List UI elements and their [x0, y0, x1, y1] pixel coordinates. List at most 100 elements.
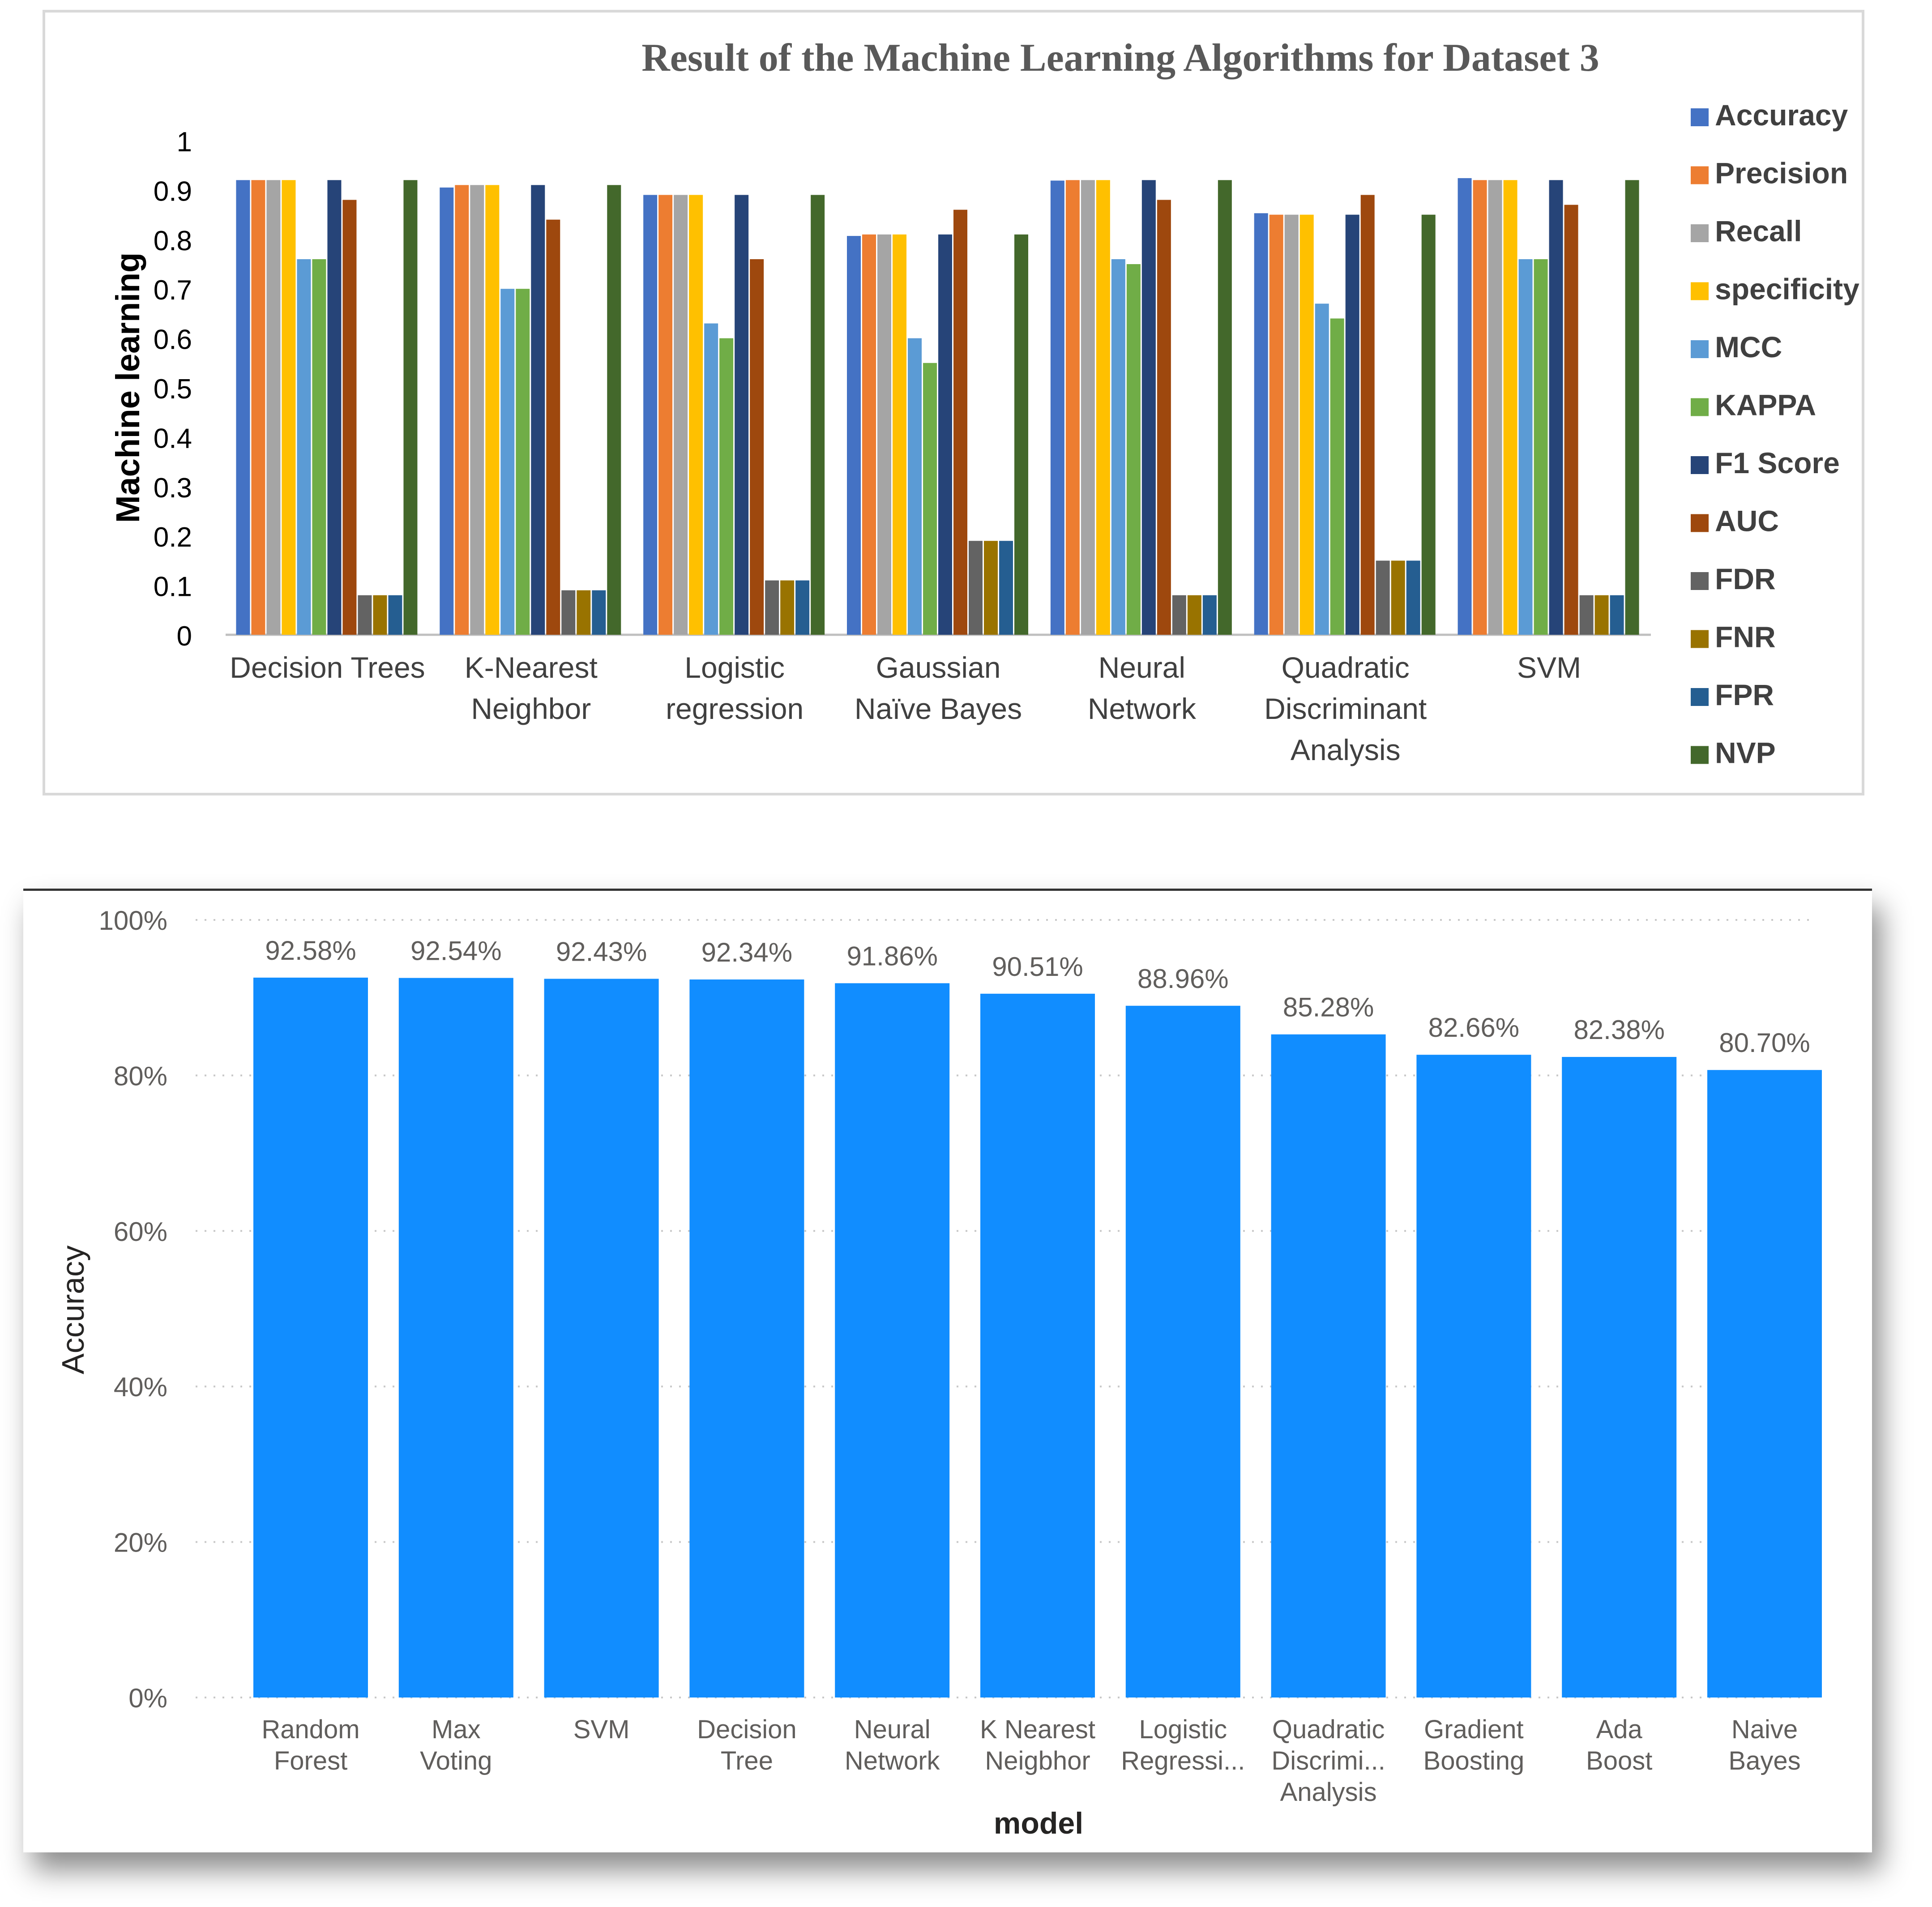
chart1-bar: [607, 185, 621, 635]
chart1-bar: [1594, 595, 1609, 635]
chart1-bar: [500, 289, 515, 635]
chart1-legend-swatch: [1691, 108, 1709, 126]
chart1-x-tick-label: regression: [666, 692, 804, 725]
chart1-bar: [485, 185, 500, 635]
chart1-legend-swatch: [1691, 514, 1709, 532]
chart1-bar: [719, 338, 734, 635]
chart1-bar: [1330, 318, 1344, 635]
chart1-bar: [811, 195, 825, 635]
chart1-bar: [1096, 180, 1110, 635]
chart1-bar: [1625, 180, 1639, 635]
chart2-bar: [689, 979, 804, 1697]
chart1-y-axis-label: Machine learning: [109, 252, 146, 523]
chart1-y-tick-label: 0.5: [154, 374, 192, 405]
chart1-bar: [1345, 214, 1359, 635]
chart1-y-tick-label: 0.3: [154, 473, 192, 504]
chart1-bar: [592, 590, 606, 635]
chart1-bar: [1376, 560, 1390, 635]
chart1-legend-swatch: [1691, 224, 1709, 242]
chart1-bar: [1065, 180, 1080, 635]
chart1-legend-label: MCC: [1715, 330, 1782, 363]
chart1-bar: [388, 595, 402, 635]
chart1-bar: [847, 236, 861, 635]
chart2-bar: [1271, 1034, 1386, 1697]
chart1-bar: [516, 289, 530, 635]
chart2-y-tick-label: 100%: [99, 906, 167, 936]
chart1-y-tick-label: 0: [177, 621, 192, 652]
chart1-bar: [658, 195, 673, 635]
chart1-bar: [251, 180, 265, 635]
chart1-bar: [1534, 259, 1548, 635]
chart1-bar: [780, 580, 795, 635]
chart1-x-tick-label: Decision Trees: [230, 651, 425, 684]
chart2-x-tick-label: Neural: [854, 1715, 931, 1744]
chart2-x-tick-label: Neigbhor: [985, 1746, 1090, 1775]
chart1-x-tick-label: Naïve Bayes: [855, 692, 1022, 725]
chart1-bar: [1081, 180, 1095, 635]
chart2-data-label: 92.54%: [410, 936, 502, 966]
chart2-x-tick-label: Logistic: [1139, 1715, 1227, 1744]
chart1-x-tick-label: K-Nearest: [465, 651, 598, 684]
chart1-x-tick-label: Discriminant: [1264, 692, 1427, 725]
chart1-bar: [999, 541, 1013, 635]
chart1-legend-label: NVP: [1715, 736, 1776, 770]
chart1-legend-swatch: [1691, 456, 1709, 474]
chart1-legend-label: specificity: [1715, 273, 1859, 306]
chart2-y-tick-label: 0%: [128, 1683, 167, 1713]
chart1-bar: [1254, 213, 1268, 635]
chart1-bar: [1157, 200, 1171, 635]
chart2-data-label: 82.38%: [1573, 1015, 1665, 1045]
chart1-bar: [1050, 180, 1064, 635]
chart1-bar: [1299, 214, 1314, 635]
chart1-x-tick-label: Analysis: [1291, 733, 1401, 766]
chart2-data-label: 92.58%: [265, 936, 356, 966]
chart2-bar: [1125, 1005, 1240, 1697]
chart2-bar: [835, 983, 950, 1697]
chart2-bar: [1416, 1055, 1531, 1697]
chart1-bar: [1458, 178, 1472, 635]
chart1-bar: [1488, 180, 1502, 635]
chart1-bar: [1111, 259, 1125, 635]
chart1-bar: [862, 234, 876, 635]
chart1-bar: [342, 200, 357, 635]
chart1-x-tick-label: Gaussian: [876, 651, 1001, 684]
chart1-x-tick-label: Quadratic: [1282, 651, 1410, 684]
chart2-x-tick-label: Boost: [1586, 1746, 1652, 1775]
chart1-bar: [1549, 180, 1563, 635]
chart1-legend-label: Precision: [1715, 157, 1848, 190]
chart1-bar: [735, 195, 749, 635]
chart1-legend-swatch: [1691, 398, 1709, 416]
chart1-bar: [795, 580, 810, 635]
chart1-y-tick-label: 0.8: [154, 226, 192, 257]
chart1-bar: [297, 259, 311, 635]
chart1-bar: [1564, 205, 1578, 635]
chart1-bar: [969, 541, 983, 635]
chart1-bar: [704, 323, 718, 635]
chart1-bar: [561, 590, 576, 635]
chart2-x-tick-label: Quadratic: [1272, 1715, 1385, 1744]
chart1-x-tick-label: Logistic: [684, 651, 785, 684]
chart1-bar: [938, 234, 952, 635]
chart1-legend-label: Recall: [1715, 214, 1802, 248]
chart1-bar: [1421, 214, 1436, 635]
chart1-bar: [1360, 195, 1375, 635]
chart1-x-tick-label: Neural: [1099, 651, 1185, 684]
chart1-legend-swatch: [1691, 688, 1709, 706]
chart1-bar: [765, 580, 779, 635]
chart1-bar: [455, 185, 469, 635]
chart1-bar: [1172, 595, 1186, 635]
chart1-bar: [1315, 304, 1329, 635]
chart1-bar: [373, 595, 387, 635]
chart2-y-axis-label: Accuracy: [56, 1245, 90, 1374]
chart1-legend-swatch: [1691, 340, 1709, 358]
chart2-data-label: 82.66%: [1428, 1013, 1520, 1043]
chart1-bar: [1218, 180, 1232, 635]
chart2-y-tick-label: 20%: [114, 1528, 167, 1558]
chart1-bar: [689, 195, 703, 635]
chart1-bar: [1187, 595, 1201, 635]
chart2-bar: [253, 977, 368, 1697]
chart2-data-label: 88.96%: [1137, 964, 1229, 994]
chart1-bar: [312, 259, 326, 635]
chart1-legend-swatch: [1691, 166, 1709, 184]
chart1-bar: [893, 234, 906, 635]
